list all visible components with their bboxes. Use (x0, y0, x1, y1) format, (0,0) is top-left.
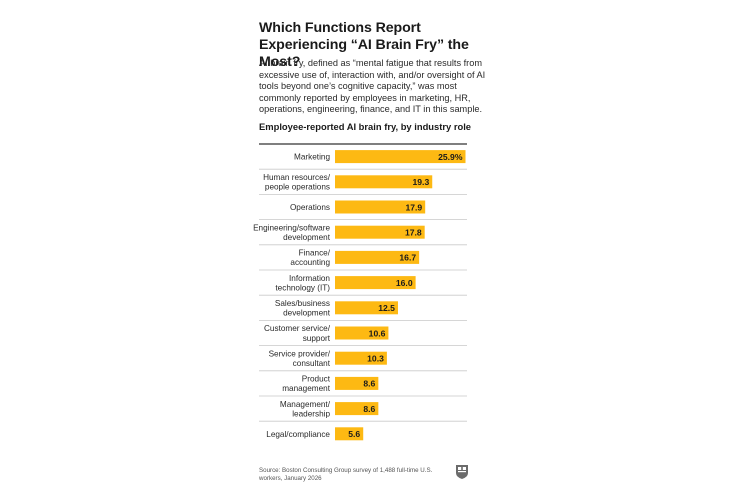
bar (335, 376, 379, 390)
data-label: 16.7 (399, 253, 416, 263)
category-label: accounting (290, 258, 330, 267)
bar (335, 150, 466, 164)
source-note: Source: Boston Consulting Group survey o… (259, 467, 433, 482)
bar (335, 250, 420, 264)
category-label: Sales/business (275, 299, 330, 308)
category-label: Human resources/ (263, 173, 331, 182)
category-label: Finance/ (299, 249, 331, 258)
data-label: 25.9% (438, 152, 463, 162)
bar (335, 351, 387, 365)
bar (335, 175, 433, 189)
category-label: development (283, 309, 331, 318)
category-label: Information (289, 274, 330, 283)
bar (335, 402, 379, 416)
category-label: Service provider/ (269, 349, 331, 358)
data-label: 5.6 (348, 429, 360, 439)
data-label: 10.6 (369, 328, 386, 338)
data-label: 17.9 (405, 202, 422, 212)
category-label: Engineering/software (253, 223, 330, 232)
category-label: Management/ (280, 400, 331, 409)
category-label: development (283, 233, 331, 242)
category-label: management (282, 384, 331, 393)
category-label: consultant (293, 359, 331, 368)
data-label: 19.3 (413, 177, 430, 187)
category-label: Legal/compliance (266, 430, 330, 439)
data-label: 16.0 (396, 278, 413, 288)
category-label: people operations (265, 183, 330, 192)
data-label: 12.5 (378, 303, 395, 313)
category-label: Operations (290, 203, 330, 212)
category-label: support (303, 334, 331, 343)
category-label: technology (IT) (275, 283, 330, 292)
category-label: Customer service/ (264, 324, 331, 333)
category-label: leadership (292, 409, 330, 418)
shield-logo-icon (456, 465, 468, 479)
bar (335, 427, 364, 441)
data-label: 8.6 (363, 379, 375, 389)
page-title: Which Functions Report Experiencing “AI … (259, 20, 469, 70)
bar (335, 200, 426, 214)
chart-title: Employee-reported AI brain fry, by indus… (259, 121, 472, 132)
bar (335, 301, 398, 315)
chart-description: AI brain fry, defined as “mental fatigue… (259, 58, 486, 115)
data-label: 8.6 (363, 404, 375, 414)
category-label: Marketing (294, 153, 330, 162)
bar (335, 326, 389, 340)
category-label: Product (302, 375, 331, 384)
data-label: 17.8 (405, 228, 422, 238)
bar (335, 276, 416, 290)
data-label: 10.3 (367, 354, 384, 364)
bar (335, 225, 425, 239)
